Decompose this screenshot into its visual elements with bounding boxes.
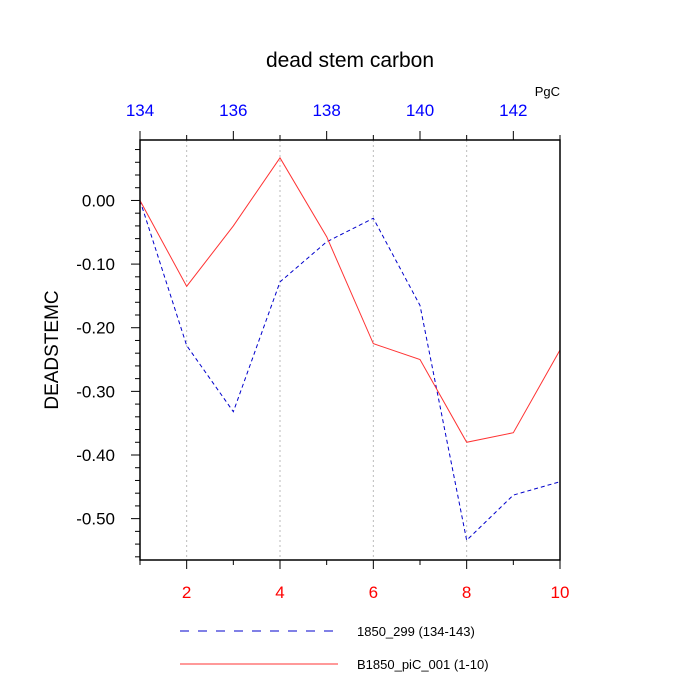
plot-frame	[139, 139, 561, 561]
series-line	[139, 200, 561, 542]
x-tick-label: 6	[369, 583, 378, 602]
y-tick-label: -0.50	[76, 510, 115, 529]
axis-ticks	[131, 131, 561, 569]
units-label: PgC	[535, 84, 560, 99]
x-top-tick-label: 142	[499, 101, 527, 120]
series-lines	[139, 156, 561, 542]
x-top-tick-label: 136	[219, 101, 247, 120]
chart-title: dead stem carbon	[266, 49, 434, 72]
y-tick-label: 0.00	[82, 191, 115, 210]
series-line	[139, 156, 561, 443]
y-tick-label: -0.30	[76, 382, 115, 401]
legend-label: B1850_piC_001 (1-10)	[357, 657, 489, 672]
x-top-tick-label: 140	[406, 101, 434, 120]
tick-labels: 0.00 -0.10 -0.20 -0.30 -0.40 -0.50 2 4 6 8 10 134 13…	[76, 101, 569, 602]
legend: 1850_299 (134-143) B1850_piC_001 (1-10)	[180, 624, 489, 672]
grid-lines	[186, 140, 468, 560]
y-axis-label: DEADSTEMC	[42, 290, 63, 409]
y-tick-label: -0.10	[76, 255, 115, 274]
x-tick-label: 2	[182, 583, 191, 602]
x-top-tick-label: 134	[126, 101, 154, 120]
x-tick-label: 4	[275, 583, 284, 602]
y-tick-label: -0.40	[76, 446, 115, 465]
legend-label: 1850_299 (134-143)	[357, 624, 475, 639]
x-tick-label: 8	[462, 583, 471, 602]
x-top-tick-label: 138	[312, 101, 340, 120]
x-tick-label: 10	[551, 583, 570, 602]
y-tick-label: -0.20	[76, 319, 115, 338]
